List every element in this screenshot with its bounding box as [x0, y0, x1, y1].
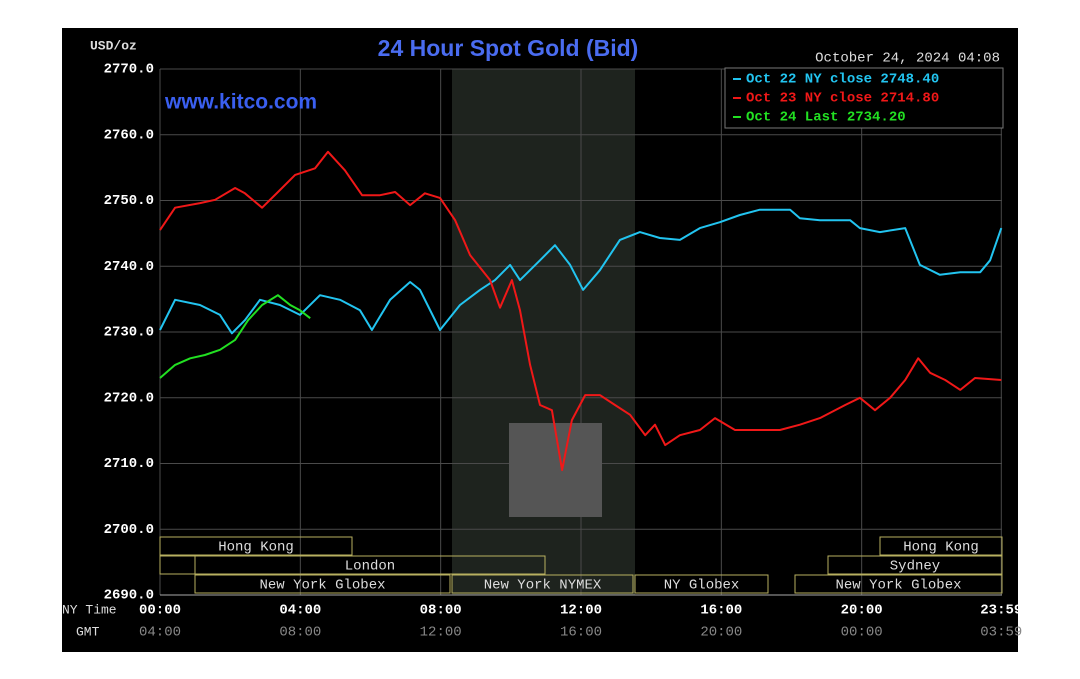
- legend-label: Oct 24 Last 2734.20: [746, 110, 906, 126]
- x2-tick-label: 08:00: [279, 625, 321, 641]
- series-line: [159, 208, 1003, 335]
- session-box: [879, 536, 1003, 556]
- session-box: [451, 574, 634, 594]
- timestamp: October 24, 2024 04:08: [815, 51, 1000, 67]
- legend: Oct 22 NY close 2748.40 Oct 23 NY close 2…: [733, 72, 939, 126]
- session-label: New York Globex: [835, 578, 961, 594]
- legend-label: Oct 23 NY close 2714.80: [746, 91, 939, 107]
- y-tick-label: 2700.0: [104, 522, 154, 538]
- x-tick-label: 12:00: [560, 603, 602, 619]
- session-label: Hong Kong: [903, 540, 979, 556]
- x2-tick-label: 20:00: [700, 625, 742, 641]
- legend-box: [724, 67, 1004, 129]
- series-line: [159, 150, 1002, 472]
- y-tick-label: 2760.0: [104, 127, 154, 143]
- x2-tick-label: 04:00: [139, 625, 181, 641]
- x2-tick-label: 00:00: [841, 625, 883, 641]
- watermark: www.kitco.com: [164, 91, 317, 114]
- x-tick-label: 16:00: [700, 603, 742, 619]
- y-tick-label: 2710.0: [104, 456, 154, 472]
- y-tick-label: 2740.0: [104, 259, 154, 275]
- x-tick-label: 20:00: [841, 603, 883, 619]
- x-axis-label: NY Time: [62, 602, 117, 617]
- legend-label: Oct 22 NY close 2748.40: [746, 72, 939, 88]
- session-label: London: [345, 559, 395, 575]
- session-label: NY Globex: [664, 578, 740, 594]
- session-label: New York Globex: [259, 578, 385, 594]
- x-tick-label: 00:00: [139, 603, 181, 619]
- session-box: [159, 536, 353, 556]
- y-tick-label: 2730.0: [104, 325, 154, 341]
- sessions: Hong Kong London New York Globex New York N…: [159, 536, 1003, 594]
- session-box: [634, 574, 769, 594]
- y-tick-label: 2720.0: [104, 390, 154, 406]
- x2-tick-label: 12:00: [420, 625, 462, 641]
- session-label: New York NYMEX: [484, 578, 602, 594]
- y-tick-label: 2690.0: [104, 588, 154, 604]
- session-label: Hong Kong: [218, 540, 294, 556]
- session-box: [194, 555, 546, 575]
- x-tick-label: 04:00: [279, 603, 321, 619]
- axes: 2690.0 2700.0 2710.0 2720.0 2730.0 2740.0 2750…: [104, 62, 1023, 641]
- session-box: [827, 555, 1003, 575]
- unit-label: USD/oz: [90, 38, 137, 53]
- x-tick-label: 23:59: [980, 603, 1022, 619]
- highlight-box: [509, 423, 602, 517]
- x2-axis-label: GMT: [76, 624, 100, 639]
- x-tick-label: 08:00: [420, 603, 462, 619]
- session-box: [194, 574, 451, 594]
- y-tick-label: 2750.0: [104, 193, 154, 209]
- grid: [159, 68, 1002, 596]
- session-box: [794, 574, 1003, 594]
- chart-title: 24 Hour Spot Gold (Bid): [378, 35, 639, 61]
- x2-tick-label: 16:00: [560, 625, 602, 641]
- x2-tick-label: 03:59: [980, 625, 1022, 641]
- session-label: Sydney: [890, 559, 940, 575]
- lines: [159, 150, 1003, 472]
- y-tick-label: 2770.0: [104, 62, 154, 78]
- series-line: [159, 294, 311, 379]
